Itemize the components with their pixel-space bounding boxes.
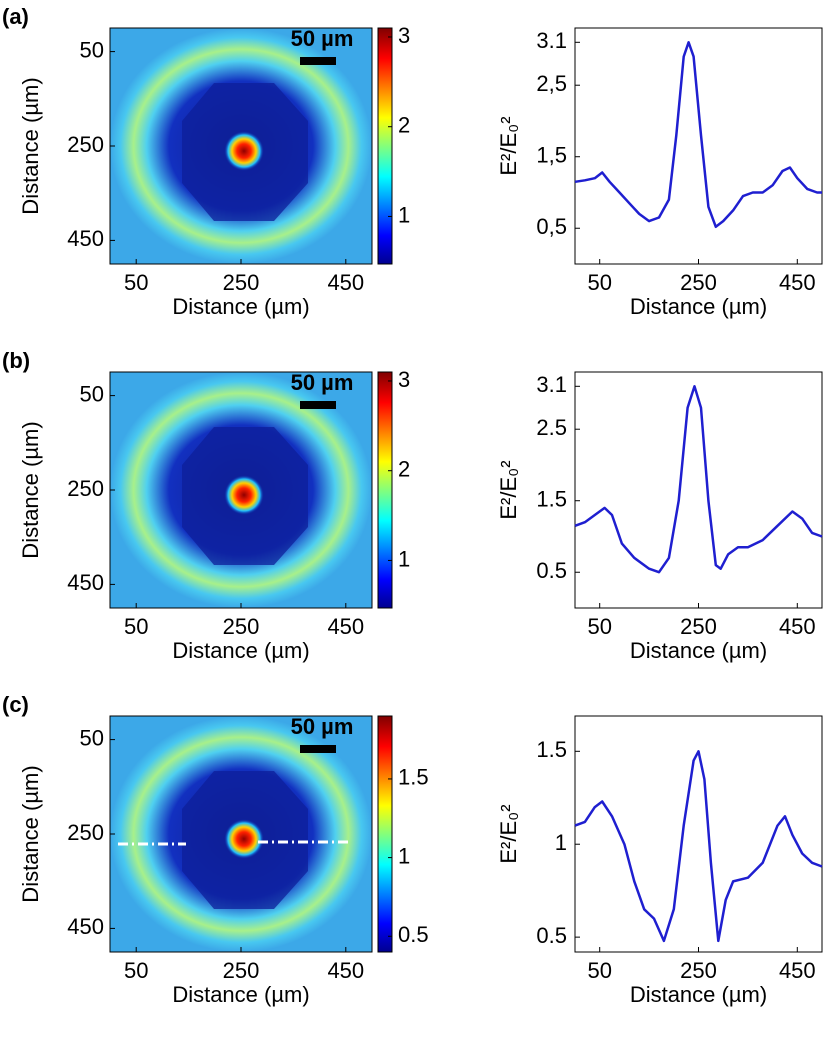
x-tick-label: 50 [124,958,148,983]
x-tick-label: 450 [327,614,364,639]
colorbar-tick-label: 1.5 [398,765,429,790]
y-tick-label: 0.5 [536,558,567,583]
y-tick-label: 1 [555,830,567,855]
x-tick-label: 250 [223,270,260,295]
scale-bar [300,401,336,409]
x-tick-label: 250 [223,958,260,983]
x-tick-label: 50 [124,614,148,639]
y-tick-label: 1.5 [536,737,567,762]
y-tick-label: 3.1 [536,28,567,53]
colorbar-tick-label: 1 [398,843,410,868]
y-axis-label: E²/E₀² [496,116,521,175]
y-axis-label: Distance (µm) [18,77,43,214]
scale-bar-label: 50 µm [291,370,354,395]
x-tick-label: 50 [587,958,611,983]
y-tick-label: 3.1 [536,372,567,397]
colorbar-tick-label: 3 [398,23,410,48]
scale-bar-label: 50 µm [291,26,354,51]
y-tick-label: 250 [67,820,104,845]
colorbar-tick-label: 3 [398,367,410,392]
hot-spot [224,819,264,859]
x-tick-label: 250 [680,958,717,983]
colorbar [377,715,393,953]
y-tick-label: 250 [67,476,104,501]
line-series [574,385,823,574]
x-tick-label: 450 [779,958,816,983]
hot-spot [224,131,264,171]
y-tick-label: 0,5 [536,214,567,239]
colorbar-tick-label: 1 [398,546,410,571]
x-axis-label: Distance (µm) [172,638,309,663]
x-tick-label: 250 [680,270,717,295]
colorbar [377,27,393,265]
scale-bar [300,57,336,65]
x-tick-label: 450 [327,270,364,295]
y-axis-label: Distance (µm) [18,421,43,558]
y-tick-label: 450 [67,914,104,939]
x-tick-label: 50 [587,270,611,295]
panel-label: (c) [2,692,29,717]
x-tick-label: 450 [327,958,364,983]
x-axis-label: Distance (µm) [630,638,767,663]
y-tick-label: 0.5 [536,923,567,948]
panel-label: (b) [2,348,30,373]
y-tick-label: 50 [80,381,104,406]
y-axis-label: Distance (µm) [18,765,43,902]
line-series [574,41,822,229]
y-tick-label: 450 [67,570,104,595]
x-tick-label: 50 [587,614,611,639]
axes-frame [574,371,823,609]
y-axis-label: E²/E₀² [496,460,521,519]
colorbar-tick-label: 1 [398,202,410,227]
x-axis-label: Distance (µm) [172,294,309,319]
colorbar [377,371,393,609]
y-tick-label: 1,5 [536,143,567,168]
y-tick-label: 2.5 [536,415,567,440]
x-tick-label: 250 [680,614,717,639]
colorbar-tick-label: 0.5 [398,922,429,947]
axes-frame [574,27,823,265]
y-tick-label: 50 [80,37,104,62]
y-tick-label: 250 [67,132,104,157]
x-axis-label: Distance (µm) [630,982,767,1007]
x-axis-label: Distance (µm) [172,982,309,1007]
y-tick-label: 450 [67,226,104,251]
x-tick-label: 250 [223,614,260,639]
y-tick-label: 2,5 [536,71,567,96]
panel-label: (a) [2,4,29,29]
scale-bar [300,745,336,753]
x-tick-label: 50 [124,270,148,295]
y-axis-label: E²/E₀² [496,804,521,863]
x-axis-label: Distance (µm) [630,294,767,319]
colorbar-tick-label: 2 [398,113,410,138]
colorbar-tick-label: 2 [398,457,410,482]
scale-bar-label: 50 µm [291,714,354,739]
y-tick-label: 1.5 [536,487,567,512]
y-tick-label: 50 [80,725,104,750]
hot-spot [224,475,264,515]
x-tick-label: 450 [779,270,816,295]
x-tick-label: 450 [779,614,816,639]
line-series [574,750,823,943]
